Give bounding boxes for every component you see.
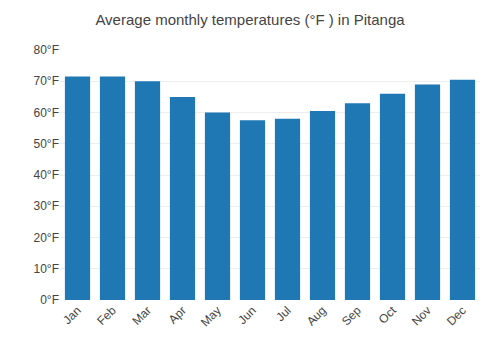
svg-text:Jan: Jan bbox=[60, 303, 84, 327]
svg-text:60°F: 60°F bbox=[34, 106, 59, 120]
svg-text:Feb: Feb bbox=[94, 303, 119, 328]
svg-text:Aug: Aug bbox=[304, 303, 329, 328]
svg-text:70°F: 70°F bbox=[34, 74, 59, 88]
svg-text:30°F: 30°F bbox=[34, 199, 59, 213]
svg-text:50°F: 50°F bbox=[34, 137, 59, 151]
svg-text:Nov: Nov bbox=[409, 303, 434, 328]
svg-text:Jul: Jul bbox=[273, 303, 294, 324]
svg-text:Oct: Oct bbox=[376, 303, 400, 327]
svg-text:Apr: Apr bbox=[166, 303, 189, 326]
svg-text:Jun: Jun bbox=[235, 303, 259, 327]
svg-text:Mar: Mar bbox=[129, 303, 154, 328]
svg-text:20°F: 20°F bbox=[34, 231, 59, 245]
svg-text:Sep: Sep bbox=[339, 303, 364, 328]
svg-text:40°F: 40°F bbox=[34, 168, 59, 182]
svg-text:0°F: 0°F bbox=[40, 293, 59, 307]
svg-text:May: May bbox=[198, 303, 224, 329]
svg-text:10°F: 10°F bbox=[34, 262, 59, 276]
svg-text:Dec: Dec bbox=[444, 303, 469, 328]
svg-text:80°F: 80°F bbox=[34, 43, 59, 57]
svg-text:Average monthly temperatures (: Average monthly temperatures (°F ) in Pi… bbox=[95, 11, 405, 28]
